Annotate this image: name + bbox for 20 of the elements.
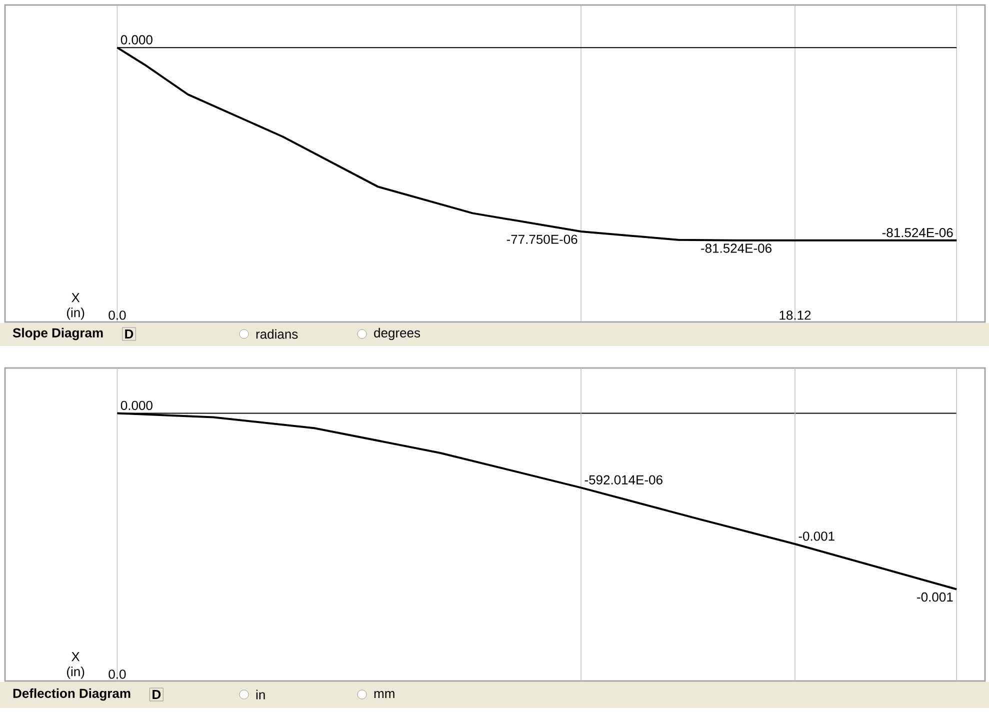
data-label: -81.524E-06 xyxy=(882,228,953,238)
text: mm xyxy=(374,691,394,698)
data-label: -0.001 xyxy=(917,592,953,602)
x-axis-title: X (in) xyxy=(66,652,84,679)
x-tick-label: 18.12 xyxy=(780,310,811,320)
data-label: -77.750E-06 xyxy=(506,234,578,244)
data-label: -81.524E-06 xyxy=(701,244,772,253)
text: Deflection Diagram xyxy=(13,688,130,701)
data-label: -592.014E-06 xyxy=(584,475,662,484)
x-axis-title: X (in) xyxy=(66,293,84,320)
data-label: -0.001 xyxy=(798,532,834,541)
text: D xyxy=(152,690,161,699)
text: D xyxy=(125,330,134,338)
data-label: 0.000 xyxy=(120,35,152,44)
text: Slope Diagram xyxy=(12,328,103,340)
text: in xyxy=(256,690,265,700)
annotation: 0.0 xyxy=(108,670,126,679)
data-label: 0.000 xyxy=(120,400,152,410)
text: degrees xyxy=(374,328,420,340)
text: radians xyxy=(256,329,298,339)
